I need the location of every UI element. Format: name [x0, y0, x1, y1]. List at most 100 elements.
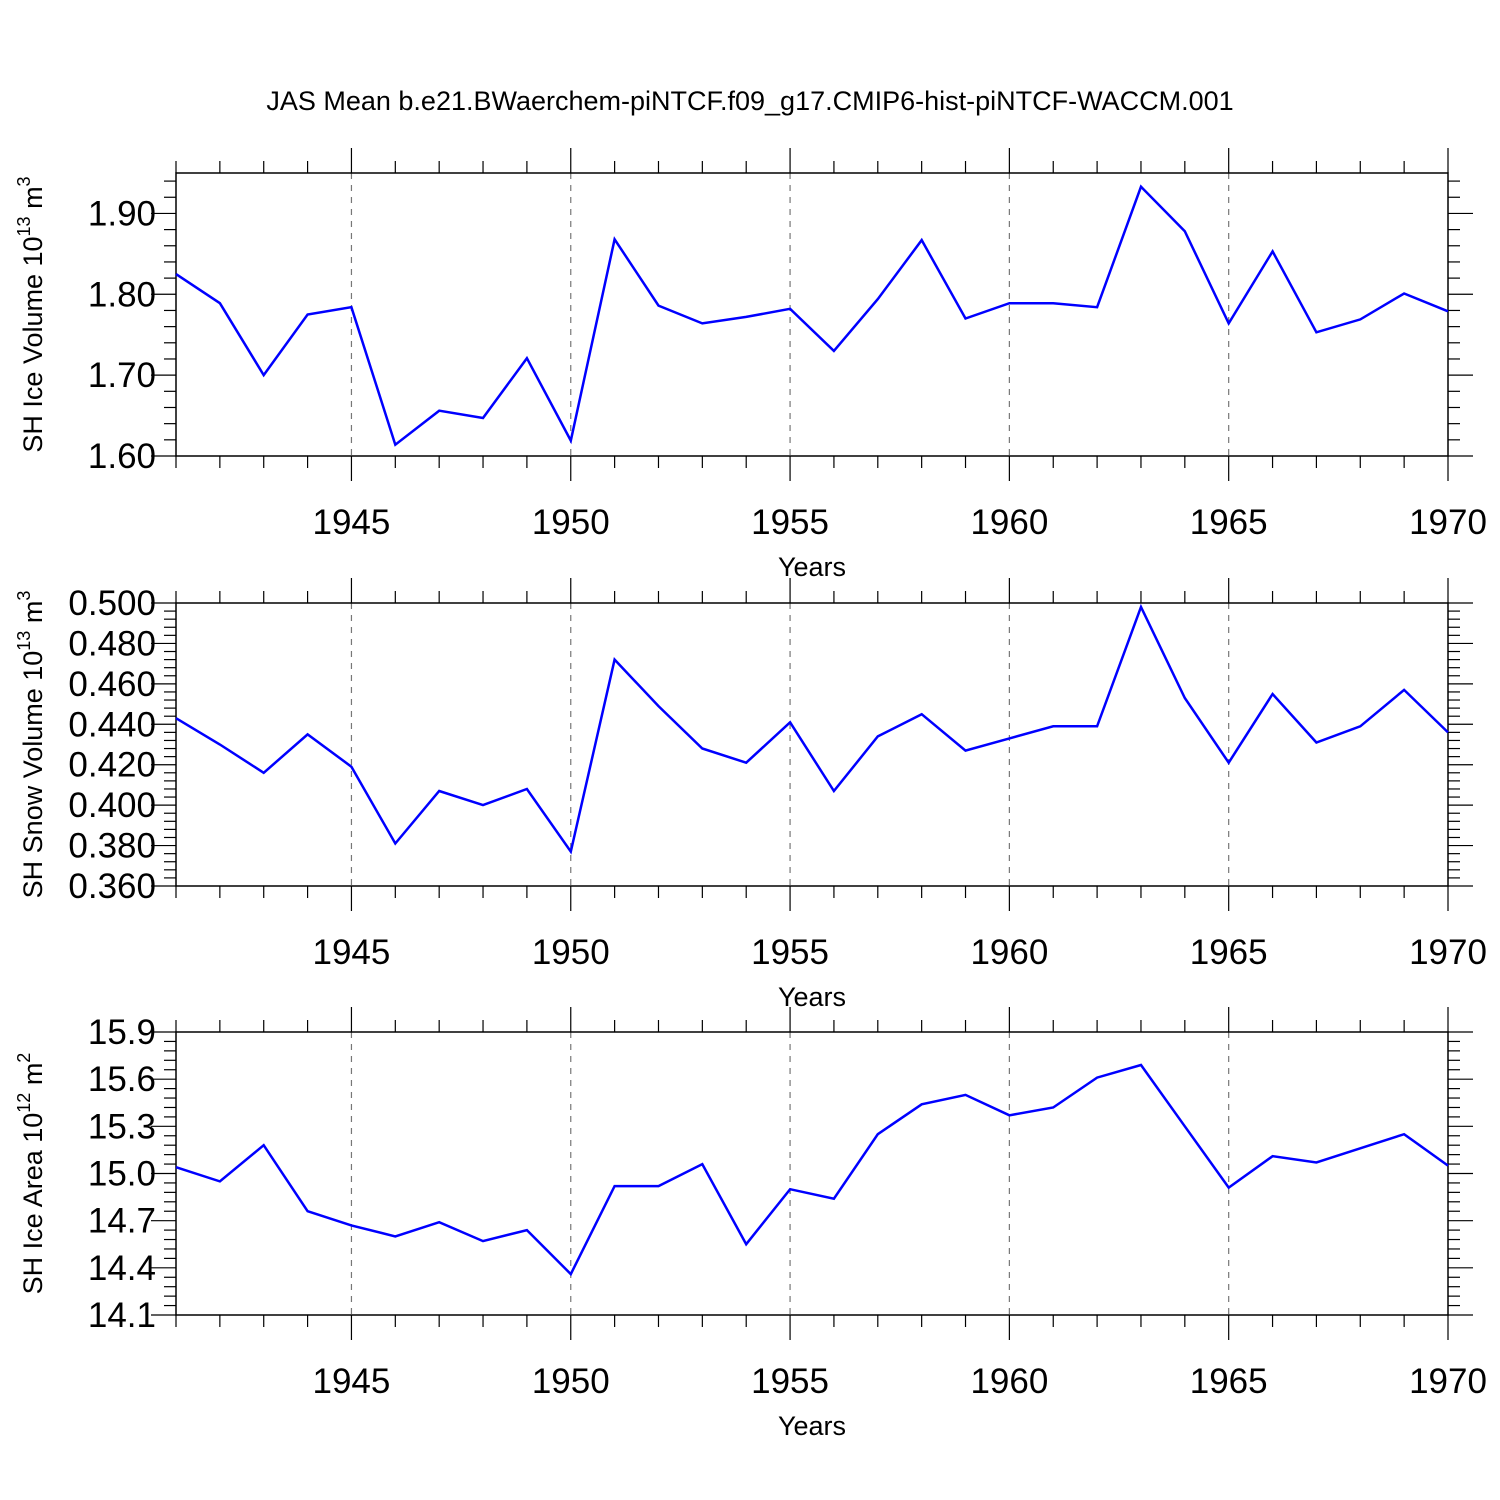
- x-tick-label: 1950: [532, 933, 610, 972]
- data-point: [656, 1184, 660, 1188]
- data-point: [788, 1187, 792, 1191]
- data-point: [218, 743, 222, 747]
- x-tick-label: 1970: [1409, 933, 1487, 972]
- data-point: [306, 732, 310, 736]
- data-point: [1139, 1063, 1143, 1067]
- data-point: [1183, 1124, 1187, 1128]
- x-axis-title: Years: [778, 982, 846, 1012]
- data-point: [525, 1228, 529, 1232]
- x-tick-label: 1965: [1190, 933, 1268, 972]
- y-axis-title: SH Ice Area 1012 m2: [14, 1053, 48, 1295]
- y-tick-label: 1.60: [88, 437, 156, 476]
- data-point: [1139, 605, 1143, 609]
- y-axis-title: SH Snow Volume 1013 m3: [14, 591, 48, 899]
- data-point: [218, 301, 222, 305]
- data-point: [964, 1093, 968, 1097]
- panels: 1945 1950 1955 1960 1965 1970 Years 1.60 1.70 1.8…: [14, 148, 1487, 1441]
- x-tick-label: 1955: [751, 503, 829, 542]
- data-point: [262, 1143, 266, 1147]
- data-point: [1358, 1146, 1362, 1150]
- data-point: [700, 1162, 704, 1166]
- y-axis-title-unit-exponent: 2: [14, 1053, 34, 1063]
- data-point: [1358, 724, 1362, 728]
- y-tick-label: 1.70: [88, 356, 156, 395]
- data-point: [174, 1165, 178, 1169]
- x-tick-label: 1960: [970, 1362, 1048, 1401]
- x-tick-label: 1960: [970, 933, 1048, 972]
- x-tick-label: 1970: [1409, 1362, 1487, 1401]
- data-point: [437, 789, 441, 793]
- data-point: [174, 716, 178, 720]
- data-point: [393, 443, 397, 447]
- data-point: [1095, 724, 1099, 728]
- data-point: [525, 787, 529, 791]
- data-point: [349, 305, 353, 309]
- data-point: [262, 771, 266, 775]
- y-tick-label: 1.80: [88, 275, 156, 314]
- panel-snow-volume: 1945 1950 1955 1960 1965 1970Years0.3600.3800…: [14, 578, 1487, 1012]
- data-point: [262, 373, 266, 377]
- data-point: [656, 704, 660, 708]
- plot-frame: [175, 602, 1449, 887]
- data-point: [832, 789, 836, 793]
- data-point: [744, 761, 748, 765]
- data-point: [1271, 692, 1275, 696]
- series-line-ice-volume: [175, 184, 1449, 447]
- x-tick-label: 1945: [313, 933, 391, 972]
- data-point: [393, 842, 397, 846]
- data-point: [1446, 1164, 1450, 1168]
- data-point: [1314, 740, 1318, 744]
- data-point: [788, 720, 792, 724]
- data-point: [876, 297, 880, 301]
- data-point: [656, 304, 660, 308]
- y-tick-label: 0.380: [68, 827, 156, 866]
- data-point: [920, 1102, 924, 1106]
- y-tick-label: 14.1: [88, 1296, 156, 1335]
- y-tick-label: 0.420: [68, 746, 156, 785]
- data-point: [700, 747, 704, 751]
- y-axis-title-unit: m: [18, 186, 48, 216]
- x-axis-title: Years: [778, 552, 846, 582]
- data-point: [1227, 761, 1231, 765]
- data-point: [1402, 688, 1406, 692]
- y-tick-label: 15.6: [88, 1060, 156, 1099]
- y-tick-label: 14.4: [88, 1249, 156, 1288]
- figure-title: JAS Mean b.e21.BWaerchem-piNTCF.f09_g17.…: [266, 86, 1233, 116]
- data-point: [1183, 229, 1187, 233]
- data-point: [964, 749, 968, 753]
- y-axis-title-exponent: 13: [14, 216, 34, 236]
- y-tick-label: 0.360: [68, 867, 156, 906]
- y-tick-label: 15.9: [88, 1013, 156, 1052]
- data-point: [613, 658, 617, 662]
- data-point: [1051, 1105, 1055, 1109]
- data-point: [744, 1242, 748, 1246]
- y-axis-title-text: SH Ice Area 10: [18, 1113, 48, 1295]
- data-point: [1227, 321, 1231, 325]
- data-point: [525, 356, 529, 360]
- y-axis-title-unit: m: [18, 1063, 48, 1093]
- data-point: [876, 734, 880, 738]
- data-point: [1314, 1160, 1318, 1164]
- data-point: [437, 409, 441, 413]
- data-point: [569, 439, 573, 443]
- x-tick-label: 1965: [1190, 503, 1268, 542]
- y-tick-label: 0.440: [68, 705, 156, 744]
- data-point: [700, 321, 704, 325]
- data-point: [832, 1197, 836, 1201]
- plot-frame: [175, 172, 1449, 457]
- x-tick-label: 1950: [532, 1362, 610, 1401]
- data-point: [920, 712, 924, 716]
- y-tick-label: 0.480: [68, 624, 156, 663]
- series-line-ice-area: [175, 1063, 1449, 1277]
- data-point: [1095, 1076, 1099, 1080]
- data-point: [1051, 724, 1055, 728]
- data-point: [1007, 1113, 1011, 1117]
- y-tick-label: 0.400: [68, 786, 156, 825]
- panel-ice-area: 1945 1950 1955 1960 1965 1970 Years 14.1 14.4 14.…: [14, 1007, 1487, 1441]
- y-tick-label: 15.3: [88, 1107, 156, 1146]
- x-tick-label: 1955: [751, 1362, 829, 1401]
- data-point: [1007, 301, 1011, 305]
- data-point: [832, 349, 836, 353]
- y-tick-label: 15.0: [88, 1155, 156, 1194]
